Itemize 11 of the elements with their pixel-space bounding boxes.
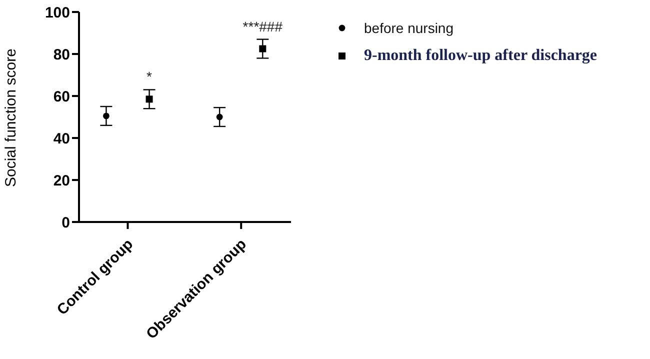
y-tick-label: 0 bbox=[62, 214, 70, 232]
annotation: * bbox=[146, 68, 153, 85]
y-tick-label: 100 bbox=[44, 4, 70, 22]
y-tick-label: 80 bbox=[53, 46, 70, 64]
legend-label: before nursing bbox=[364, 20, 454, 36]
annotation: ***### bbox=[242, 18, 283, 34]
y-axis-title: Social function score bbox=[2, 48, 20, 187]
legend-label: 9-month follow-up after discharge bbox=[364, 47, 598, 65]
y-tick-label: 60 bbox=[53, 88, 70, 106]
y-tick-label: 20 bbox=[53, 172, 70, 190]
y-tick-label: 40 bbox=[53, 130, 70, 148]
